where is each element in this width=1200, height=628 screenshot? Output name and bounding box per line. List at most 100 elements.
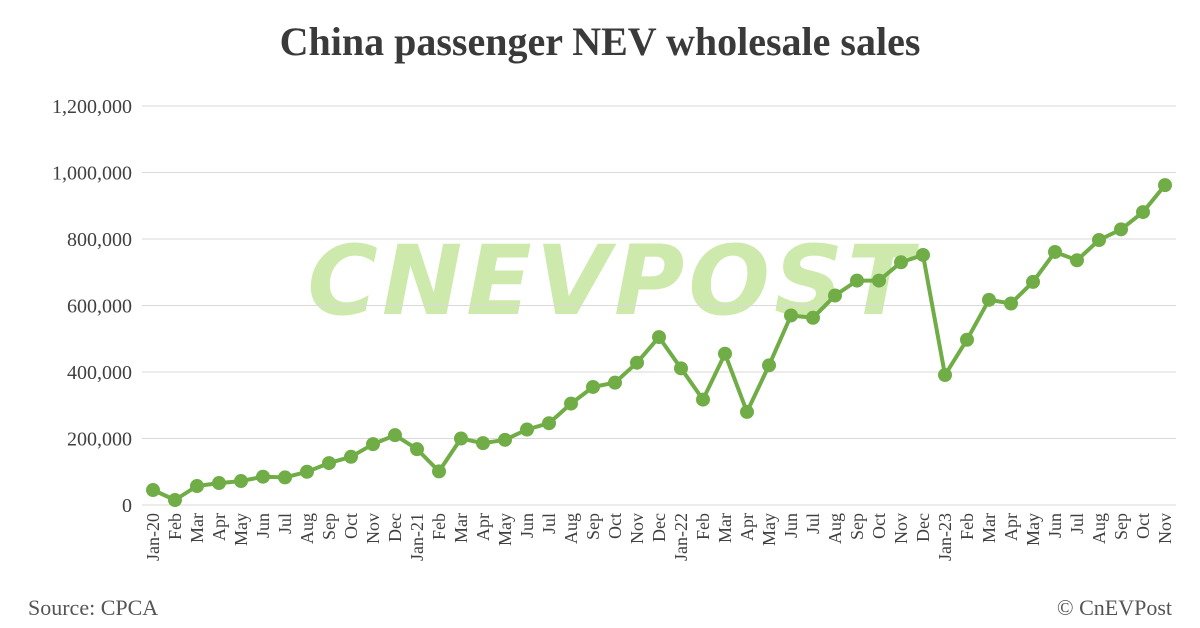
- x-tick-label: Aug: [297, 513, 317, 544]
- data-point: [300, 464, 314, 479]
- data-point: [146, 483, 160, 498]
- watermark-logo: CNEVPOST: [307, 225, 919, 337]
- data-point: [476, 436, 490, 451]
- data-point: [256, 469, 270, 484]
- y-tick-label: 200,000: [67, 429, 132, 451]
- data-point: [894, 255, 908, 270]
- x-tick-label: Aug: [825, 513, 845, 544]
- x-tick-label: Oct: [869, 513, 889, 539]
- x-tick-label: Nov: [363, 513, 383, 544]
- series-points-layer: [146, 178, 1172, 508]
- x-tick-label: Mar: [715, 513, 735, 543]
- data-point: [872, 273, 886, 288]
- x-tick-label: Apr: [737, 513, 757, 541]
- y-tick-label: 0: [122, 495, 132, 517]
- x-tick-label: Feb: [693, 513, 713, 540]
- y-tick-label: 400,000: [67, 362, 132, 384]
- data-point: [586, 379, 600, 394]
- data-point: [322, 456, 336, 471]
- data-point: [520, 422, 534, 437]
- data-point: [234, 474, 248, 489]
- x-tick-label: Jan-22: [671, 513, 691, 561]
- x-axis-tick-labels: Jan-20 Feb Mar Apr May Jun Jul Aug Sep Oct Nov Dec J…: [143, 513, 1175, 561]
- x-tick-label: Nov: [1155, 513, 1175, 544]
- x-tick-label: May: [231, 513, 251, 546]
- data-point: [366, 437, 380, 452]
- x-tick-label: Apr: [209, 513, 229, 541]
- chart-title: China passenger NEV wholesale sales: [280, 19, 921, 64]
- x-tick-label: Sep: [319, 513, 339, 540]
- data-point: [410, 442, 424, 457]
- credit-note: © CnEVPost: [1057, 595, 1172, 620]
- data-point: [432, 464, 446, 479]
- x-tick-label: Aug: [561, 513, 581, 544]
- x-tick-label: May: [1023, 513, 1043, 546]
- x-tick-label: Jun: [781, 513, 801, 538]
- data-point: [806, 310, 820, 325]
- x-tick-label: Sep: [847, 513, 867, 540]
- y-tick-label: 800,000: [67, 229, 132, 251]
- data-point: [696, 392, 710, 407]
- data-point: [740, 404, 754, 419]
- data-point: [784, 308, 798, 323]
- data-point: [1114, 222, 1128, 237]
- data-point: [608, 375, 622, 390]
- x-tick-label: Mar: [979, 513, 999, 543]
- x-tick-label: Jul: [275, 513, 295, 534]
- source-note: Source: CPCA: [28, 595, 158, 620]
- data-point: [960, 332, 974, 347]
- x-tick-label: Apr: [473, 513, 493, 541]
- x-tick-label: Jul: [539, 513, 559, 534]
- x-tick-label: Jul: [1067, 513, 1087, 534]
- x-tick-label: Feb: [165, 513, 185, 540]
- data-point: [1136, 205, 1150, 220]
- x-tick-label: Oct: [1133, 513, 1153, 539]
- x-tick-label: Sep: [1111, 513, 1131, 540]
- data-point: [916, 247, 930, 262]
- x-tick-label: Jan-21: [407, 513, 427, 561]
- x-tick-label: Jun: [253, 513, 273, 538]
- x-tick-label: Mar: [451, 513, 471, 543]
- watermark-layer: CNEVPOST: [307, 225, 919, 337]
- data-point: [1092, 232, 1106, 247]
- y-tick-label: 600,000: [67, 296, 132, 318]
- x-tick-label: Jul: [803, 513, 823, 534]
- data-point: [168, 493, 182, 508]
- y-tick-label: 1,000,000: [52, 163, 132, 185]
- x-tick-label: Oct: [341, 513, 361, 539]
- x-tick-label: Aug: [1089, 513, 1109, 544]
- data-point: [542, 416, 556, 431]
- gridlines: [142, 105, 1176, 506]
- data-point: [828, 288, 842, 303]
- data-point: [938, 367, 952, 382]
- data-point: [850, 273, 864, 288]
- x-tick-label: May: [495, 513, 515, 546]
- data-point: [1026, 274, 1040, 289]
- x-tick-label: Nov: [627, 513, 647, 544]
- x-tick-label: Sep: [583, 513, 603, 540]
- x-tick-label: Dec: [913, 513, 933, 542]
- data-point: [1004, 296, 1018, 311]
- x-tick-label: Jun: [1045, 513, 1065, 538]
- x-tick-label: Feb: [429, 513, 449, 540]
- x-tick-label: Dec: [385, 513, 405, 542]
- data-point: [1158, 178, 1172, 193]
- x-tick-label: Oct: [605, 513, 625, 539]
- data-point: [718, 346, 732, 361]
- data-point: [652, 330, 666, 345]
- data-point: [190, 479, 204, 494]
- data-point: [388, 428, 402, 443]
- x-tick-label: Jan-23: [935, 513, 955, 561]
- x-tick-label: Dec: [649, 513, 669, 542]
- x-tick-label: Nov: [891, 513, 911, 544]
- data-point: [762, 358, 776, 373]
- data-point: [498, 432, 512, 447]
- data-point: [278, 470, 292, 485]
- data-point: [1070, 253, 1084, 268]
- y-tick-label: 1,200,000: [52, 96, 132, 118]
- x-tick-label: Mar: [187, 513, 207, 543]
- data-point: [344, 449, 358, 464]
- x-tick-label: Jun: [517, 513, 537, 538]
- y-axis-tick-labels: 0 200,000 400,000 600,000 800,000 1,000,000 1,…: [52, 96, 132, 517]
